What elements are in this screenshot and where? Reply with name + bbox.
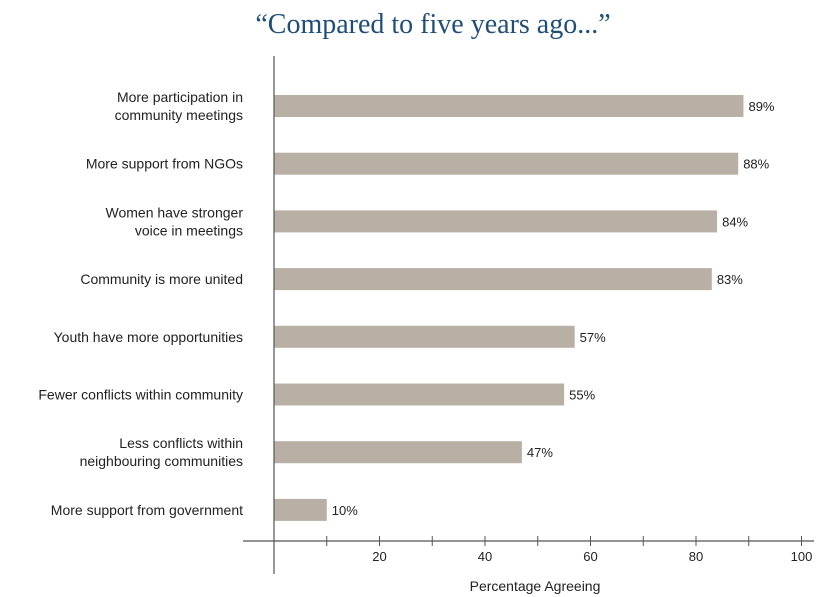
bars-group <box>274 95 744 521</box>
category-label-0-line-0: More participation in <box>117 89 243 105</box>
category-label-2-line-0: Women have stronger <box>106 204 244 220</box>
value-label-3: 83% <box>717 272 743 287</box>
x-tick-label-0: 20 <box>372 549 386 564</box>
x-tick-label-4: 100 <box>791 549 813 564</box>
value-labels: 89% 88% 84% 83% 57% 55% 47% 10% <box>332 99 775 518</box>
x-axis-ticks <box>273 536 802 546</box>
value-label-5: 55% <box>569 388 595 403</box>
bar-3 <box>274 268 712 291</box>
category-label-6-line-0: Less conflicts within <box>119 435 243 451</box>
x-tick-label-3: 80 <box>689 549 703 564</box>
bar-5 <box>274 383 565 406</box>
category-label-1-line-0: More support from NGOs <box>86 156 243 172</box>
x-axis-tick-labels: 20 40 60 80 100 <box>372 549 812 564</box>
bar-2 <box>274 210 718 233</box>
category-label-0-line-1: community meetings <box>115 107 243 123</box>
category-label-5-line-0: Fewer conflicts within community <box>38 387 243 403</box>
value-label-1: 88% <box>743 157 769 172</box>
value-label-6: 47% <box>527 445 553 460</box>
value-label-2: 84% <box>722 214 748 229</box>
category-label-6-line-1: neighbouring communities <box>80 453 243 469</box>
category-label-2-line-1: voice in meetings <box>135 222 243 238</box>
category-labels: More participation in community meetings M… <box>38 89 243 518</box>
value-label-7: 10% <box>332 503 358 518</box>
x-axis-label: Percentage Agreeing <box>470 578 601 594</box>
category-label-4-line-0: Youth have more opportunities <box>54 329 243 345</box>
x-tick-label-2: 60 <box>583 549 597 564</box>
bar-7 <box>274 498 327 521</box>
x-tick-label-1: 40 <box>478 549 492 564</box>
bar-0 <box>274 95 744 117</box>
category-label-7-line-0: More support from government <box>51 502 243 518</box>
value-label-0: 89% <box>748 99 774 114</box>
bar-1 <box>274 152 739 175</box>
value-label-4: 57% <box>580 330 606 345</box>
category-label-3-line-0: Community is more united <box>80 271 243 287</box>
bar-4 <box>274 325 575 348</box>
chart-title: “Compared to five years ago...” <box>255 9 610 40</box>
bar-6 <box>274 441 522 464</box>
